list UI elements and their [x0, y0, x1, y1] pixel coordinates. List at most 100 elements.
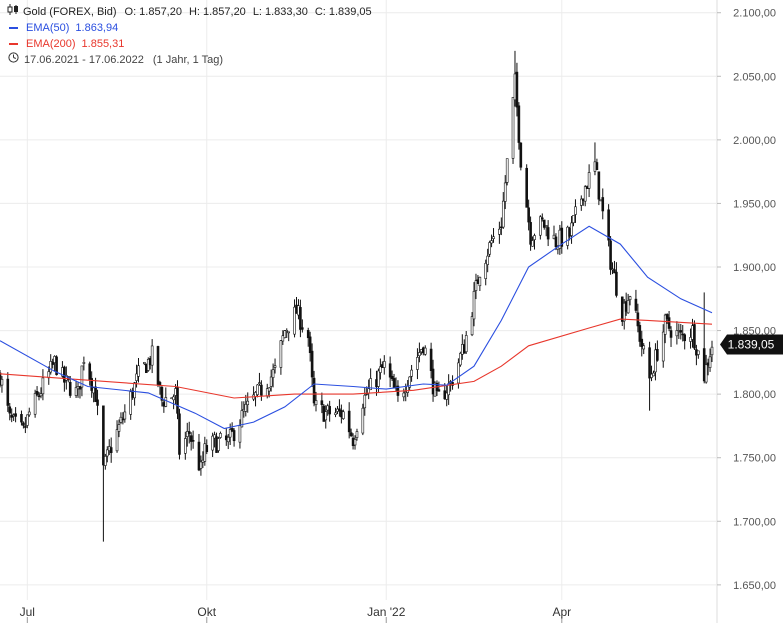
candle-body: [379, 366, 382, 373]
candle: [675, 321, 679, 345]
candle-body: [49, 361, 53, 373]
candle: [187, 421, 191, 444]
candle: [626, 293, 630, 314]
candle: [191, 430, 195, 449]
candle-body: [459, 353, 462, 366]
candle: [693, 320, 696, 351]
candle-body: [342, 411, 345, 419]
candle-body: [176, 386, 179, 414]
candle-body: [511, 97, 515, 159]
price-axis: 1.650,001.700,001.750,001.800,001.850,00…: [717, 8, 776, 592]
candle: [472, 282, 476, 327]
candle-body: [478, 276, 482, 287]
candle-body: [661, 331, 665, 362]
candle-body: [615, 271, 618, 296]
candle: [8, 402, 12, 421]
candle-body: [78, 386, 82, 390]
candle: [35, 386, 39, 397]
candle-body: [546, 227, 550, 240]
candle: [490, 234, 493, 248]
candle-body: [490, 240, 493, 244]
candle: [697, 350, 700, 359]
period: (1 Jahr, 1 Tag): [152, 54, 224, 66]
candle-body: [402, 392, 406, 398]
candle: [640, 330, 644, 357]
candle-body: [324, 411, 328, 421]
candle-body: [299, 307, 302, 330]
candle: [710, 340, 714, 363]
candle: [51, 358, 54, 369]
candle: [260, 380, 263, 401]
ema200-value: 1.855,31: [81, 38, 125, 50]
candle-body: [246, 400, 250, 405]
candle: [102, 405, 105, 542]
candle: [544, 225, 548, 237]
candle: [572, 215, 575, 227]
candle: [525, 164, 528, 208]
candle-body: [211, 435, 214, 451]
candle: [503, 175, 507, 210]
candle-body: [665, 314, 669, 320]
candle-body: [150, 345, 154, 366]
candle-body: [505, 158, 509, 183]
candle-body: [634, 298, 638, 311]
candle: [531, 236, 534, 247]
candle-body: [628, 296, 632, 300]
candle: [667, 310, 671, 332]
candle-body: [8, 406, 12, 414]
price-tag-shape: [720, 334, 783, 355]
candle-body: [203, 443, 207, 462]
candle-body: [26, 414, 29, 426]
candle: [299, 299, 302, 338]
candle-body: [669, 330, 673, 338]
candle: [232, 428, 236, 447]
candle: [342, 409, 345, 420]
candle-body: [41, 377, 45, 395]
candle: [363, 387, 367, 416]
candle: [587, 164, 591, 198]
candle: [609, 236, 612, 275]
y-tick-label: 1.900,00: [733, 262, 776, 274]
candle-body: [178, 413, 181, 455]
open-label: O:: [124, 6, 137, 18]
candle: [306, 327, 310, 347]
candle-body: [10, 415, 14, 418]
candle-body: [244, 403, 248, 412]
candle: [554, 233, 558, 251]
candle: [211, 432, 214, 458]
candle: [431, 359, 435, 402]
candle-body: [267, 387, 271, 392]
candle: [347, 402, 351, 439]
candle-body: [349, 432, 353, 437]
candle-body: [361, 407, 365, 434]
candle-body: [613, 269, 616, 274]
candle-body: [20, 414, 23, 423]
candle: [199, 455, 203, 476]
candle: [185, 422, 189, 447]
candle-body: [293, 306, 296, 335]
candle-body: [279, 340, 283, 368]
candle-body: [156, 346, 160, 386]
candle-body: [457, 362, 460, 384]
candle: [26, 414, 29, 429]
candle-body: [654, 349, 657, 373]
candle-body: [408, 376, 411, 388]
candle-body: [240, 410, 244, 428]
candle-body: [355, 431, 359, 438]
candle: [349, 428, 353, 438]
candle: [638, 321, 642, 347]
candle-body: [531, 240, 534, 247]
candle: [338, 399, 341, 417]
candle: [20, 410, 23, 426]
candle: [256, 384, 259, 398]
candle: [445, 385, 449, 407]
candlestick-series: [0, 50, 714, 542]
candle-body: [517, 105, 521, 143]
candle-body: [492, 236, 495, 239]
candle-body: [539, 216, 542, 236]
candle-body: [271, 369, 275, 378]
candle: [96, 389, 99, 416]
candle-body: [51, 361, 54, 365]
candle-body: [172, 396, 175, 401]
